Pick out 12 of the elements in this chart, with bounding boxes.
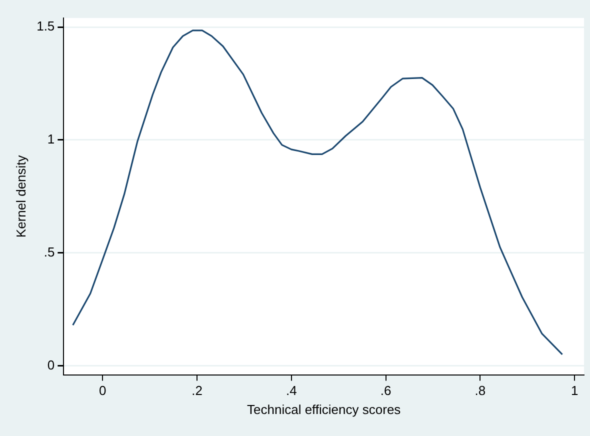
x-axis-title: Technical efficiency scores [247,402,402,417]
x-tick-label: .8 [474,383,486,398]
x-tick-label: 0 [98,383,106,398]
y-tick-label: 1 [47,132,55,147]
x-tick-label: .2 [192,383,202,398]
y-tick-label: 1.5 [36,18,55,34]
y-tick-label: 0 [47,357,55,372]
x-tick-label: 1 [570,383,578,398]
x-tick-label: .4 [286,383,297,398]
y-tick-label: .5 [44,244,55,260]
y-axis-title: Kernel density [13,154,28,238]
x-tick-label: .6 [380,383,392,398]
